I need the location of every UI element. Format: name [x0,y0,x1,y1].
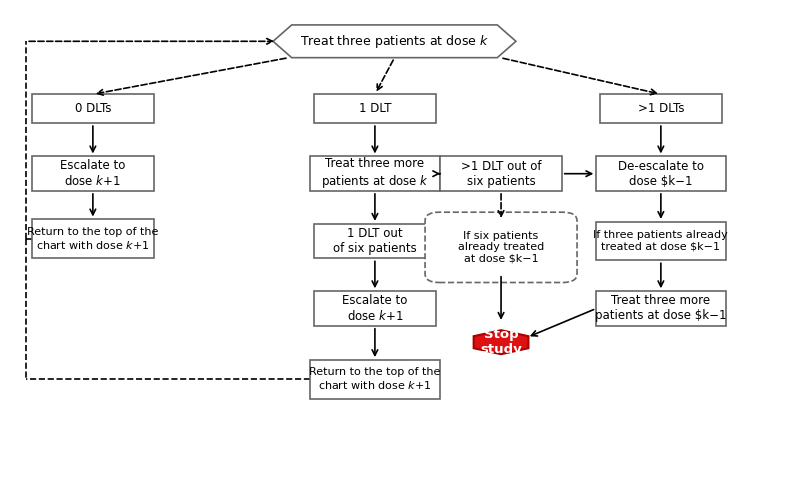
FancyBboxPatch shape [314,291,436,326]
FancyBboxPatch shape [310,156,439,191]
Text: Escalate to
dose $k$+1: Escalate to dose $k$+1 [342,294,408,323]
Text: 0 DLTs: 0 DLTs [75,102,111,115]
Text: De-escalate to
dose $k−1: De-escalate to dose $k−1 [618,160,704,187]
Polygon shape [473,330,529,354]
Polygon shape [273,25,516,57]
Text: Treat three more
patients at dose $k$: Treat three more patients at dose $k$ [321,157,429,190]
FancyBboxPatch shape [596,291,726,326]
FancyBboxPatch shape [425,212,577,282]
FancyBboxPatch shape [310,360,439,398]
Text: Return to the top of the
chart with dose $k$+1: Return to the top of the chart with dose… [27,226,159,251]
Text: If six patients
already treated
at dose $k−1: If six patients already treated at dose … [458,231,544,264]
FancyBboxPatch shape [440,156,562,191]
Text: 1 DLT out
of six patients: 1 DLT out of six patients [333,227,417,255]
FancyBboxPatch shape [32,94,154,123]
Text: Stop
study: Stop study [481,328,522,356]
FancyBboxPatch shape [314,224,436,259]
FancyBboxPatch shape [32,156,154,191]
FancyBboxPatch shape [314,94,436,123]
FancyBboxPatch shape [596,156,726,191]
FancyBboxPatch shape [32,220,154,258]
Text: 1 DLT: 1 DLT [359,102,391,115]
Text: Escalate to
dose $k$+1: Escalate to dose $k$+1 [60,159,125,188]
Text: Treat three patients at dose $k$: Treat three patients at dose $k$ [300,33,489,50]
Text: Return to the top of the
chart with dose $k$+1: Return to the top of the chart with dose… [309,367,440,391]
FancyBboxPatch shape [596,222,726,261]
Text: >1 DLTs: >1 DLTs [638,102,684,115]
Text: >1 DLT out of
six patients: >1 DLT out of six patients [461,160,541,187]
Text: Treat three more
patients at dose $k−1: Treat three more patients at dose $k−1 [595,295,727,322]
Text: If three patients already
treated at dose $k−1: If three patients already treated at dos… [593,230,728,252]
FancyBboxPatch shape [600,94,722,123]
